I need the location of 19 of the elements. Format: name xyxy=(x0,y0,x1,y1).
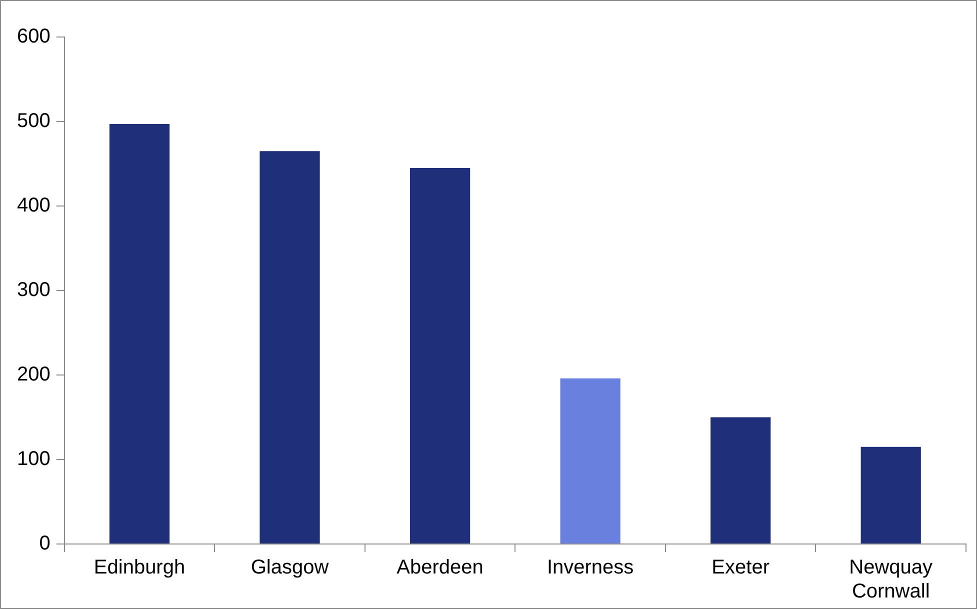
x-tick-label: Glasgow xyxy=(250,556,330,579)
bar xyxy=(260,151,320,544)
x-tick-label: Aberdeen xyxy=(396,556,484,579)
bar xyxy=(410,168,470,544)
bar xyxy=(860,446,921,544)
x-tick-label: Edinburgh xyxy=(94,556,186,579)
x-tick-label: Inverness xyxy=(546,556,634,579)
y-tick-label: 0 xyxy=(39,532,50,555)
bar xyxy=(710,417,771,544)
bar xyxy=(560,378,620,544)
bar xyxy=(109,124,170,544)
y-tick-label: 400 xyxy=(16,194,50,217)
y-tick-label: 600 xyxy=(16,26,50,48)
y-tick-label: 500 xyxy=(16,110,50,132)
y-tick-label: 200 xyxy=(16,364,50,386)
y-tick-label: 300 xyxy=(16,279,50,302)
x-tick-label: Exeter xyxy=(712,556,770,579)
y-tick-label: 100 xyxy=(16,448,50,470)
x-tick-label: Newquay Cornwall xyxy=(849,556,933,603)
